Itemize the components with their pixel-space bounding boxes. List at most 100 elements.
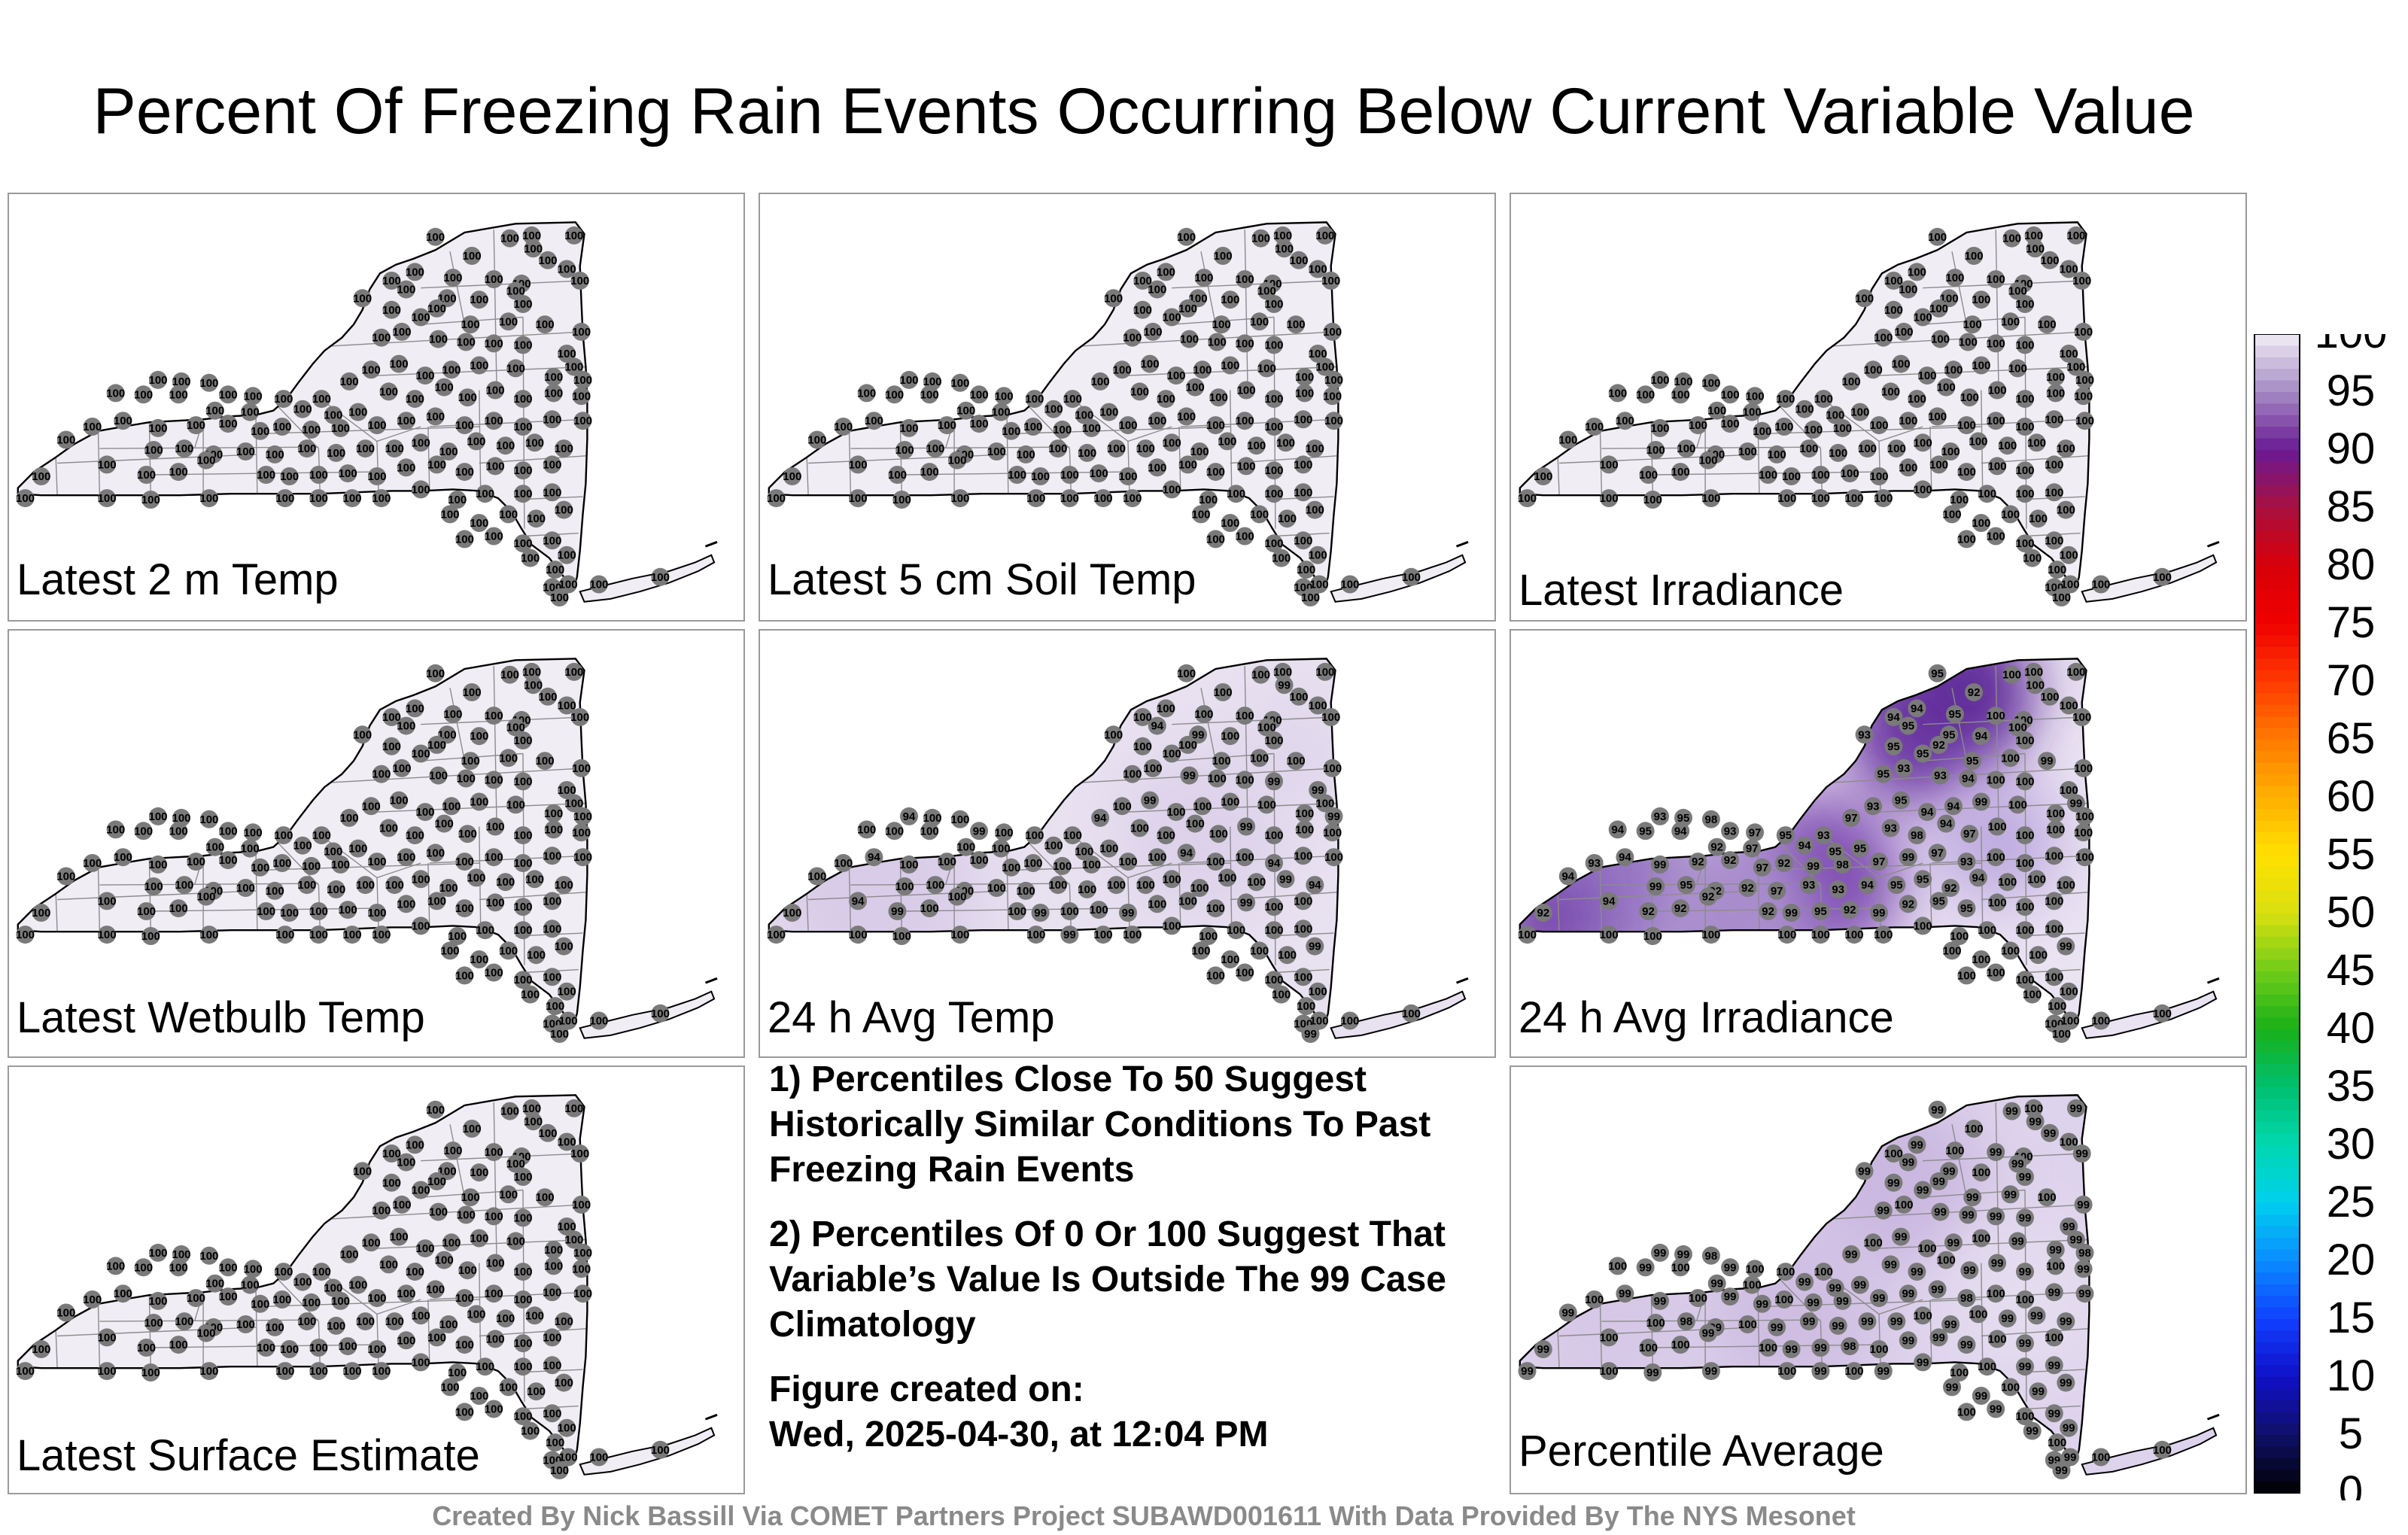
island-tip <box>2206 540 2220 548</box>
station-marker <box>1987 848 2005 867</box>
station-marker <box>992 839 1011 858</box>
station-marker <box>1167 803 1185 822</box>
station-value: 99 <box>1646 1366 1659 1379</box>
station-value: 100 <box>470 730 488 743</box>
station-value: 93 <box>1867 800 1880 813</box>
station-marker <box>1998 1309 2017 1328</box>
station-marker <box>1023 418 1042 436</box>
station-value: 100 <box>536 1191 555 1204</box>
station-value: 99 <box>1873 1292 1886 1305</box>
station-value: 95 <box>1887 740 1900 753</box>
station-marker <box>1811 1339 1830 1357</box>
station-marker <box>427 1328 446 1347</box>
panel-label: 24 h Avg Irradiance <box>1519 993 1894 1042</box>
station-marker <box>1275 676 1294 695</box>
station-marker <box>2038 315 2057 334</box>
station-value: 99 <box>2011 1158 2024 1171</box>
station-value: 100 <box>1166 806 1185 819</box>
station-value: 100 <box>1295 807 1314 820</box>
station-marker <box>1651 855 1669 874</box>
station-value: 100 <box>2057 879 2075 892</box>
station-marker <box>1943 941 1961 960</box>
colorbar-swatch <box>2254 1457 2300 1470</box>
colorbar-swatch <box>2254 832 2300 845</box>
station-marker <box>1957 899 1976 918</box>
station-value: 100 <box>412 312 430 324</box>
station-marker <box>2061 575 2080 594</box>
station-value: 100 <box>1118 856 1137 868</box>
station-marker <box>455 1403 474 1421</box>
colorbar-swatch <box>2254 1145 2300 1157</box>
station-value: 100 <box>1250 508 1269 521</box>
station-marker <box>1123 489 1142 508</box>
station-value: 100 <box>141 930 160 943</box>
station-marker <box>1608 820 1627 839</box>
station-marker <box>1969 432 1987 451</box>
station-value: 99 <box>1990 1146 2002 1159</box>
county-line <box>55 1330 58 1369</box>
station-marker <box>1870 1289 1888 1308</box>
station-value: 100 <box>362 363 381 376</box>
station-marker <box>1639 902 1658 920</box>
colorbar-swatch <box>2254 357 2300 369</box>
station-value: 95 <box>1917 748 1929 761</box>
station-marker <box>543 892 561 910</box>
county-line <box>1200 688 1217 761</box>
station-value: 100 <box>1209 828 1228 840</box>
station-marker <box>1208 769 1227 788</box>
station-value: 100 <box>412 919 430 932</box>
colorbar-swatch <box>2254 427 2300 439</box>
station-marker <box>543 847 561 865</box>
station-value: 100 <box>849 492 868 505</box>
station-marker <box>382 272 401 290</box>
station-marker <box>1988 381 2007 400</box>
station-marker <box>427 1172 446 1190</box>
station-marker <box>442 360 461 379</box>
station-marker <box>2060 546 2078 564</box>
station-value: 100 <box>455 969 474 982</box>
station-marker <box>1929 892 1948 910</box>
station-value: 100 <box>134 825 153 837</box>
station-marker <box>558 1418 576 1437</box>
station-marker <box>1959 769 1978 788</box>
station-marker <box>1874 1201 1893 1220</box>
station-marker <box>1874 764 1893 783</box>
station-marker <box>1671 1336 1690 1354</box>
station-marker <box>2023 985 2042 1004</box>
station-marker <box>1782 904 1801 922</box>
station-value: 100 <box>312 393 331 406</box>
station-value: 100 <box>538 254 557 267</box>
station-value: 92 <box>1944 882 1957 895</box>
station-value: 100 <box>106 387 125 400</box>
station-value: 100 <box>426 847 445 859</box>
colorbar-swatch <box>2254 658 2300 671</box>
station-value: 99 <box>2078 1287 2091 1300</box>
station-value: 99 <box>1858 1165 1871 1178</box>
station-value: 100 <box>485 851 503 864</box>
station-value: 100 <box>1206 856 1225 868</box>
station-value: 95 <box>1932 895 1945 907</box>
station-value: 100 <box>499 508 518 521</box>
station-marker <box>2008 1232 2027 1251</box>
station-value: 100 <box>2024 229 2043 242</box>
station-value: 100 <box>1206 969 1225 982</box>
station-value: 100 <box>353 728 372 741</box>
station-marker <box>1929 735 1948 754</box>
station-value: 100 <box>199 492 218 505</box>
station-marker <box>1324 848 1343 867</box>
station-value: 93 <box>1832 883 1844 896</box>
station-marker <box>559 575 578 594</box>
station-marker <box>175 1312 193 1331</box>
station-marker <box>2023 549 2042 567</box>
station-value: 100 <box>1315 361 1334 374</box>
station-value: 100 <box>1600 1365 1619 1378</box>
station-value: 100 <box>455 466 474 479</box>
station-marker <box>470 514 488 532</box>
station-value: 100 <box>485 1146 503 1159</box>
colorbar-swatch <box>2254 588 2300 601</box>
station-marker <box>1957 1336 1976 1354</box>
station-value: 99 <box>1991 1257 2004 1270</box>
colorbar-swatch <box>2254 983 2300 995</box>
